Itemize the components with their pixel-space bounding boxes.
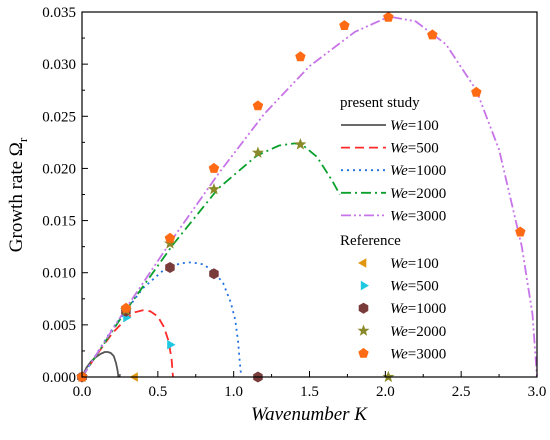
reference-marker (207, 183, 220, 195)
legend-marker-swatch (358, 258, 367, 268)
x-tick-label: 0.0 (73, 384, 92, 400)
x-tick-label: 3.0 (528, 384, 547, 400)
y-tick-label: 0.010 (42, 266, 76, 282)
legend-entry-var: We (390, 141, 408, 157)
legend-entry-value: =2000 (408, 324, 446, 340)
legend-entry-var: We (390, 208, 408, 224)
legend-entry-value: =2000 (408, 186, 446, 202)
series-lines (81, 16, 538, 378)
legend-entry-var: We (390, 256, 408, 272)
x-tick-label: 2.0 (376, 384, 395, 400)
y-tick-label: 0.030 (42, 57, 76, 73)
reference-marker (164, 232, 176, 243)
x-axis-title: Wavenumber K (251, 404, 368, 425)
legend: present studyWe=100We=500We=1000We=2000W… (340, 95, 446, 362)
legend-group-title: present study (340, 95, 420, 111)
reference-marker (165, 262, 175, 273)
reference-marker (251, 146, 264, 158)
legend-entry-value: =100 (408, 256, 439, 272)
reference-marker (471, 86, 482, 97)
axis-ticks: 0.0 0.5 1.0 1.5 2.0 2.5 3.0 0.000 0.005 0.010 0.01… (42, 5, 546, 400)
y-axis-title-main: Growth rate Ω (6, 142, 27, 252)
legend-entry-var: We (390, 346, 408, 362)
x-axis-title-var: K (353, 404, 368, 425)
reference-marker (208, 162, 220, 173)
reference-marker (164, 237, 176, 249)
y-tick-label: 0.005 (42, 318, 76, 334)
reference-marker (515, 226, 526, 237)
y-tick-label: 0.035 (42, 5, 76, 21)
legend-entry-label: We=3000 (390, 208, 446, 224)
legend-entry-var: We (390, 118, 408, 134)
y-axis-title-sub: r (15, 137, 30, 142)
legend-marker-swatch (360, 280, 369, 291)
legend-marker-swatch (358, 302, 369, 314)
y-axis-title: Growth rate Ωr (6, 137, 30, 252)
reference-marker (167, 339, 176, 350)
x-tick-label: 1.0 (224, 384, 243, 400)
series-line (81, 351, 120, 378)
legend-entry-label: We=100 (390, 118, 439, 134)
legend-entry-label: We=500 (390, 141, 439, 157)
legend-entry-value: =500 (408, 141, 439, 157)
legend-entry-label: We=2000 (390, 186, 446, 202)
reference-marker (120, 302, 132, 313)
legend-entry-label: We=1000 (390, 163, 446, 179)
plot-frame (81, 11, 538, 378)
legend-entry-value: =500 (408, 279, 439, 295)
legend-marker-swatch (358, 347, 369, 358)
legend-entry-value: =1000 (408, 163, 446, 179)
reference-marker (209, 268, 219, 280)
reference-marker (252, 100, 264, 111)
legend-marker-swatch (357, 324, 370, 336)
x-tick-label: 1.5 (300, 384, 319, 400)
series-line (81, 16, 538, 378)
legend-entry-var: We (390, 279, 408, 295)
x-tick-label: 2.5 (452, 384, 471, 400)
legend-entry-var: We (390, 186, 408, 202)
legend-entry-value: =100 (408, 118, 439, 134)
legend-entry-label: We=1000 (390, 301, 446, 317)
legend-entry-label: We=100 (390, 256, 439, 272)
reference-markers (76, 11, 526, 383)
legend-entry-label: We=2000 (390, 324, 446, 340)
series-line (81, 261, 243, 378)
legend-group-title: Reference (340, 233, 401, 249)
y-tick-label: 0.020 (42, 161, 76, 177)
legend-entry-value: =3000 (408, 346, 446, 362)
legend-entry-label: We=3000 (390, 346, 446, 362)
legend-entry-value: =1000 (408, 301, 446, 317)
reference-marker (294, 138, 307, 150)
series-line (81, 309, 174, 378)
x-tick-label: 0.5 (148, 384, 167, 400)
reference-marker (383, 11, 394, 22)
y-tick-label: 0.000 (42, 370, 76, 386)
y-tick-label: 0.025 (42, 109, 76, 125)
series-line (81, 142, 341, 378)
reference-marker (339, 20, 350, 30)
legend-entry-var: We (390, 324, 408, 340)
reference-marker (295, 51, 306, 62)
y-tick-label: 0.015 (42, 214, 76, 230)
x-axis-title-main: Wavenumber (251, 404, 354, 425)
legend-entry-label: We=500 (390, 279, 439, 295)
reference-marker (427, 29, 438, 40)
legend-entry-var: We (390, 163, 408, 179)
legend-entry-var: We (390, 301, 408, 317)
legend-entry-value: =3000 (408, 208, 446, 224)
